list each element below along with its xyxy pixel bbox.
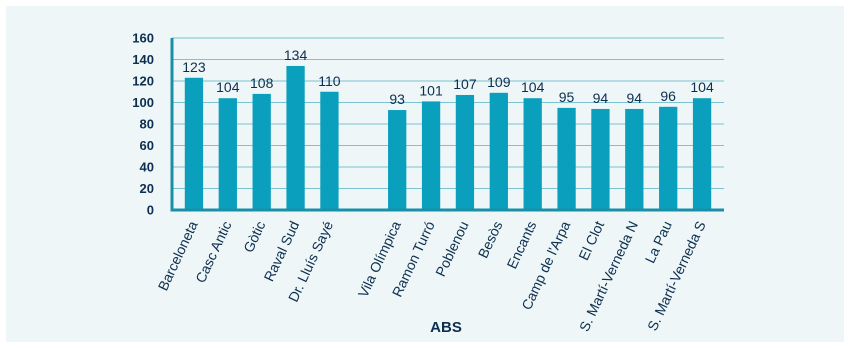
data-labels: 123 104 108 134 110 93 101 107 109 104 95 94 94 96 104 xyxy=(182,47,714,107)
data-label: 107 xyxy=(453,76,477,92)
bar-14 xyxy=(692,98,712,210)
bar-2 xyxy=(252,93,271,210)
bar-7 xyxy=(455,94,475,210)
bars xyxy=(184,65,712,211)
bar-8 xyxy=(489,92,508,210)
data-label: 104 xyxy=(216,79,240,95)
y-tick-label: 160 xyxy=(132,31,154,46)
y-tick-label: 60 xyxy=(140,138,154,153)
data-label: 108 xyxy=(250,75,274,91)
data-label: 96 xyxy=(660,88,676,104)
y-axis-ticks: 0 20 40 60 80 100 120 140 160 xyxy=(132,31,154,218)
x-axis-label: ABS xyxy=(430,319,462,336)
data-label: 101 xyxy=(419,82,443,98)
bar-13 xyxy=(659,106,678,210)
data-label: 123 xyxy=(182,59,206,75)
bar-9 xyxy=(523,98,542,210)
y-tick-label: 80 xyxy=(140,117,154,132)
data-label: 134 xyxy=(284,47,308,63)
bar-1 xyxy=(218,98,237,210)
bar-5 xyxy=(388,110,407,210)
y-tick-label: 20 xyxy=(140,181,154,196)
data-label: 109 xyxy=(487,74,511,90)
data-label: 104 xyxy=(521,79,545,95)
category-label: Gòtic xyxy=(240,219,268,255)
bar-10 xyxy=(557,107,576,210)
bar-6 xyxy=(421,101,441,210)
bar-0 xyxy=(184,77,204,211)
category-label: Poblenou xyxy=(432,219,472,279)
data-label: 110 xyxy=(318,73,341,89)
data-label: 94 xyxy=(593,90,609,106)
category-label: La Pau xyxy=(642,219,675,266)
data-label: 95 xyxy=(559,89,575,105)
data-label: 94 xyxy=(627,90,643,106)
bar-11 xyxy=(591,108,610,210)
y-tick-label: 120 xyxy=(132,74,154,89)
data-label: 93 xyxy=(389,91,405,107)
y-tick-label: 0 xyxy=(147,203,154,218)
category-label: El Clot xyxy=(575,218,607,262)
y-tick-label: 100 xyxy=(132,95,154,110)
data-label: 104 xyxy=(690,79,714,95)
axes xyxy=(170,38,724,212)
y-tick-label: 40 xyxy=(140,160,154,175)
bar-12 xyxy=(625,108,644,210)
bar-3 xyxy=(286,65,305,210)
bar-4 xyxy=(320,91,339,210)
category-label: Besòs xyxy=(475,219,506,261)
y-tick-label: 140 xyxy=(132,52,154,67)
category-label: Barceloneta xyxy=(155,218,201,293)
category-label: Encants xyxy=(504,219,540,272)
